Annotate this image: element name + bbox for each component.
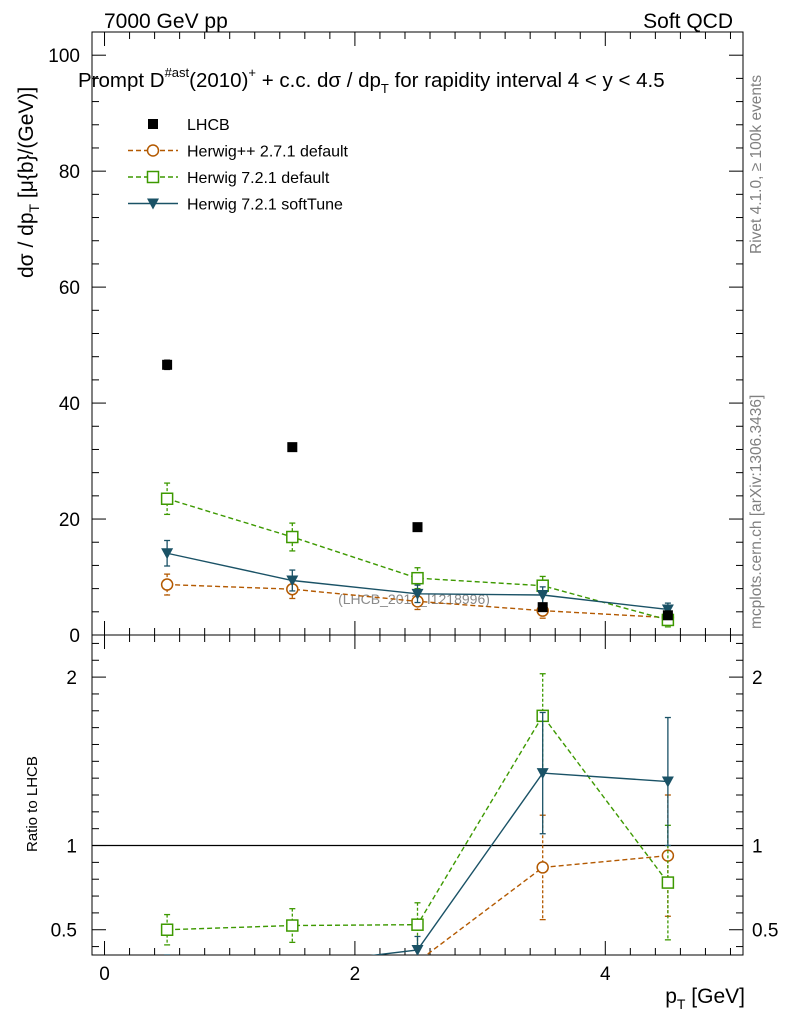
- point-data: [412, 522, 423, 533]
- bottom-y-tick-label-right: 1: [752, 837, 763, 858]
- plot-title-particle: Prompt D: [78, 69, 165, 92]
- top-y-tick-label: 100: [48, 46, 80, 67]
- x-axis-title-main: p: [665, 985, 677, 1008]
- source-label: mcplots.cern.ch [arXiv:1306.3436]: [748, 395, 765, 629]
- point-data: [537, 602, 548, 613]
- legend-item-hpp: Herwig++ 2.7.1 default: [128, 144, 349, 161]
- legend-label-h7s: Herwig 7.2.1 softTune: [187, 197, 343, 214]
- header-category-label: Soft QCD: [643, 10, 733, 33]
- bottom-y-tick-label-right: 0.5: [752, 921, 778, 942]
- plot-title-charge-sup: +: [248, 65, 256, 80]
- point-h7s: [411, 588, 424, 600]
- header-energy-label: 7000 GeV pp: [104, 10, 228, 33]
- x-tick-label: 4: [600, 964, 611, 985]
- top-y-axis-title: dσ / dpT [μ{b}/(GeV)]: [15, 87, 42, 278]
- plot-title-observable: + c.c. dσ / dp: [256, 69, 381, 92]
- top-y-axis-title-main: dσ / dp: [15, 212, 38, 278]
- top-y-axis-title-units: [μ{b}/(GeV)]: [15, 87, 38, 204]
- legend: LHCB Herwig++ 2.7.1 default Herwig 7.2.1 d…: [128, 117, 349, 214]
- x-tick-label: 2: [350, 964, 361, 985]
- point-data: [162, 359, 173, 370]
- ratio-panel-data: [92, 673, 743, 987]
- series-data: [162, 359, 673, 621]
- top-y-axis-title-sub: T: [26, 203, 42, 212]
- ratio-point-h7s: [411, 944, 424, 955]
- point-h7s: [161, 548, 174, 560]
- legend-marker-data: [148, 119, 158, 129]
- bottom-plot-frame: [91, 634, 744, 956]
- legend-marker-h7s: [147, 198, 159, 210]
- point-data: [662, 610, 673, 621]
- x-axis-title: pT [GeV]: [665, 985, 745, 1012]
- x-axis-title-units: [GeV]: [685, 985, 745, 1008]
- plot-title-observable-sub: T: [381, 81, 389, 96]
- point-h7s: [536, 589, 549, 601]
- top-y-tick-label: 40: [59, 394, 80, 415]
- plot-title-rapidity: for rapidity interval 4 < y < 4.5: [389, 69, 665, 92]
- point-data: [287, 442, 298, 453]
- ratio-series-h7: [160, 673, 675, 948]
- ratio-point-h7: [286, 919, 299, 932]
- legend-label-hpp: Herwig++ 2.7.1 default: [187, 144, 349, 161]
- ratio-point-h7: [411, 918, 424, 931]
- bottom-y-tick-label-left: 0.5: [51, 921, 77, 942]
- rivet-version-label: Rivet 4.1.0, ≥ 100k events: [748, 75, 765, 254]
- ratio-point-h7s: [286, 960, 298, 971]
- top-y-tick-label: 60: [59, 278, 80, 299]
- ratio-point-hpp: [287, 968, 298, 979]
- ratio-point-hpp: [412, 956, 423, 967]
- legend-label-h7: Herwig 7.2.1 default: [187, 170, 330, 187]
- point-h7: [286, 530, 299, 544]
- ratio-point-hpp: [536, 861, 549, 874]
- plot-title: Prompt D#ast(2010)+ + c.c. dσ / dpT for …: [78, 65, 665, 96]
- ratio-point-h7: [160, 923, 174, 936]
- point-h7: [411, 571, 424, 585]
- legend-item-data: LHCB: [148, 117, 230, 134]
- ratio-line-hpp: [425, 854, 668, 955]
- x-axis-title-sub: T: [677, 996, 686, 1012]
- top-panel-data: [160, 359, 675, 628]
- legend-marker-hpp: [146, 144, 160, 157]
- top-y-tick-label: 20: [59, 510, 80, 531]
- ratio-point-hpp: [162, 976, 173, 987]
- ratio-point-h7: [661, 876, 675, 889]
- plot-title-particle-sup: #ast: [165, 65, 190, 80]
- legend-item-h7: Herwig 7.2.1 default: [128, 170, 330, 187]
- ratio-series-hpp: [162, 794, 675, 987]
- bottom-y-tick-label-left: 1: [66, 837, 77, 858]
- point-hpp: [160, 578, 174, 591]
- ratio-series-h7s: [161, 711, 674, 971]
- top-y-tick-label: 0: [69, 626, 80, 647]
- ratio-point-h7s: [661, 776, 674, 788]
- ratio-line-h7: [167, 714, 669, 931]
- top-y-tick-label: 80: [59, 162, 80, 183]
- legend-marker-h7: [146, 170, 160, 184]
- point-h7s: [286, 575, 299, 587]
- bottom-y-tick-label-right: 2: [752, 668, 763, 689]
- point-h7s: [661, 604, 674, 616]
- point-h7: [160, 492, 174, 505]
- ratio-point-h7s: [161, 958, 173, 969]
- ratio-point-h7s: [536, 768, 549, 780]
- bottom-y-axis-title: Ratio to LHCB: [24, 756, 41, 852]
- bottom-y-tick-label-left: 2: [66, 668, 77, 689]
- plot-title-mass: (2010): [189, 69, 248, 92]
- legend-item-h7s: Herwig 7.2.1 softTune: [128, 197, 343, 214]
- legend-label-data: LHCB: [187, 117, 230, 134]
- x-tick-label: 0: [99, 964, 110, 985]
